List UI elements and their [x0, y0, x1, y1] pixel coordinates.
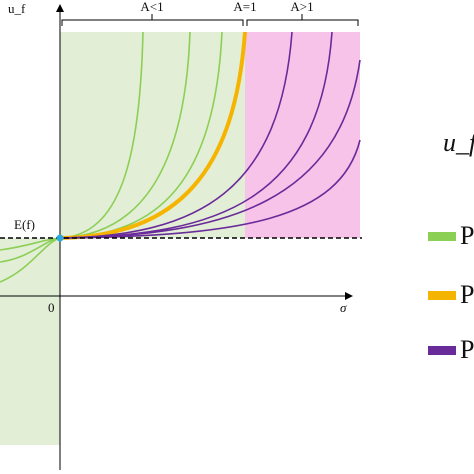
side-label: u_f: [443, 128, 474, 157]
x-label: σ: [340, 300, 347, 315]
orange-curve: [59, 31, 247, 240]
region-a-gt-1: [245, 32, 360, 238]
point-label: E(f): [14, 217, 35, 232]
region-label: A<1: [140, 0, 163, 14]
e-point: [56, 234, 64, 242]
region-a-lt-1: [60, 32, 245, 238]
y-label: u_f: [8, 1, 26, 16]
legend-label: P: [460, 335, 474, 364]
region-label: A=1: [233, 0, 256, 14]
legend-swatch: [428, 346, 456, 355]
x-arrow: [345, 292, 353, 300]
legend-swatch: [428, 232, 456, 241]
region-label: A>1: [290, 0, 313, 14]
braces: [61, 14, 359, 26]
origin-label: 0: [48, 300, 55, 315]
purple-curves: [59, 31, 361, 239]
region-lower: [0, 238, 60, 445]
legend-label: P: [460, 280, 474, 309]
y-arrow: [56, 4, 64, 12]
legend-swatch: [428, 291, 456, 300]
legend-label: P: [460, 221, 474, 250]
